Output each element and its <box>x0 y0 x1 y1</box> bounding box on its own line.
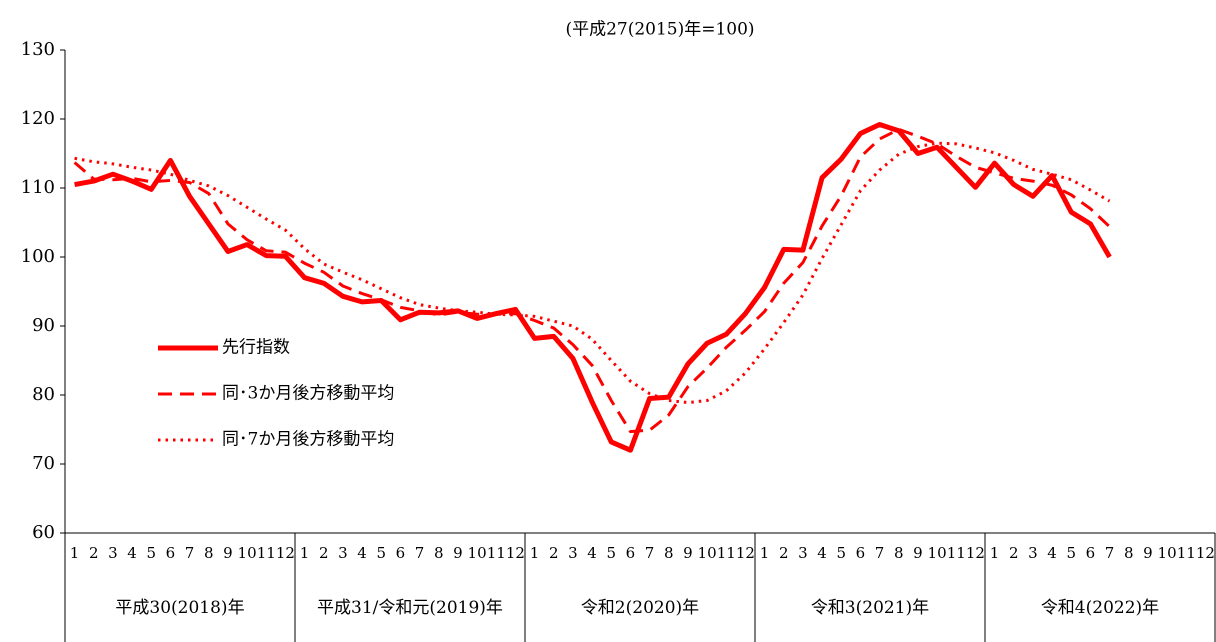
x-tick-label: 9 <box>453 544 463 562</box>
x-tick-label: 7 <box>645 544 655 562</box>
x-tick-label: 10 <box>928 544 947 562</box>
x-tick-label: 6 <box>856 544 866 562</box>
x-tick-label: 6 <box>396 544 406 562</box>
x-tick-label: 12 <box>736 544 755 562</box>
x-tick-label: 3 <box>1028 544 1038 562</box>
x-tick-label: 9 <box>1143 544 1153 562</box>
x-tick-label: 8 <box>664 544 674 562</box>
x-tick-label: 12 <box>276 544 295 562</box>
legend-label: 先行指数 <box>222 338 290 358</box>
group-label-box: 令和3(2021)年 <box>810 597 930 618</box>
group-label: 令和2(2020)年 <box>580 597 700 618</box>
legend-label: 同･7か月後方移動平均 <box>222 430 394 450</box>
x-tick-label: 10 <box>238 544 257 562</box>
x-tick-label: 1 <box>70 544 80 562</box>
x-tick-label: 6 <box>166 544 176 562</box>
x-tick-label: 11 <box>487 544 506 562</box>
x-tick-label: 5 <box>376 544 386 562</box>
group-label: 令和4(2022)年 <box>1040 597 1160 618</box>
x-tick-label: 4 <box>587 544 597 562</box>
group-label-box: 平成31/令和元(2019)年 <box>317 597 503 618</box>
y-tick-label: 110 <box>21 177 55 198</box>
x-tick-label: 1 <box>760 544 770 562</box>
x-tick-label: 11 <box>947 544 966 562</box>
x-tick-label: 8 <box>204 544 214 562</box>
x-tick-label: 9 <box>223 544 233 562</box>
group-label-box: 令和2(2020)年 <box>580 597 700 618</box>
x-tick-label: 6 <box>626 544 636 562</box>
x-tick-label: 4 <box>127 544 137 562</box>
x-tick-label: 8 <box>894 544 904 562</box>
x-tick-label: 12 <box>966 544 985 562</box>
x-tick-label: 10 <box>468 544 487 562</box>
x-tick-label: 5 <box>606 544 616 562</box>
x-tick-label: 4 <box>817 544 827 562</box>
x-tick-label: 1 <box>300 544 310 562</box>
x-tick-label: 5 <box>836 544 846 562</box>
x-tick-label: 3 <box>338 544 348 562</box>
x-tick-label: 8 <box>1124 544 1134 562</box>
x-tick-label: 6 <box>1086 544 1096 562</box>
x-tick-label: 4 <box>357 544 367 562</box>
x-tick-label: 11 <box>717 544 736 562</box>
group-label-box: 令和4(2022)年 <box>1040 597 1160 618</box>
x-tick-label: 2 <box>319 544 329 562</box>
x-tick-label: 9 <box>913 544 923 562</box>
x-tick-label: 7 <box>415 544 425 562</box>
x-tick-label: 11 <box>257 544 276 562</box>
series-line <box>74 141 1111 405</box>
series-line <box>74 122 1112 453</box>
x-tick-label: 2 <box>779 544 789 562</box>
x-tick-label: 3 <box>568 544 578 562</box>
y-tick-label: 120 <box>21 108 55 129</box>
y-tick-label: 70 <box>32 453 55 474</box>
series-line <box>73 127 1111 434</box>
x-tick-label: 2 <box>89 544 99 562</box>
x-tick-label: 7 <box>1105 544 1115 562</box>
x-tick-label: 7 <box>875 544 885 562</box>
chart-subtitle: (平成27(2015)年=100) <box>565 20 754 40</box>
x-tick-label: 2 <box>1009 544 1019 562</box>
group-label-box: 平成30(2018)年 <box>115 597 245 618</box>
y-tick-label: 130 <box>21 39 55 60</box>
group-label: 平成31/令和元(2019)年 <box>317 597 503 618</box>
x-tick-label: 8 <box>434 544 444 562</box>
x-tick-label: 12 <box>1196 544 1215 562</box>
x-tick-label: 5 <box>146 544 156 562</box>
group-label: 平成30(2018)年 <box>115 597 245 618</box>
x-tick-label: 4 <box>1047 544 1057 562</box>
y-tick-label: 100 <box>21 246 55 267</box>
y-tick-label: 60 <box>32 522 55 543</box>
group-label: 令和3(2021)年 <box>810 597 930 618</box>
x-tick-label: 1 <box>990 544 1000 562</box>
x-tick-label: 9 <box>683 544 693 562</box>
x-tick-label: 12 <box>506 544 525 562</box>
x-tick-label: 7 <box>185 544 195 562</box>
x-tick-label: 11 <box>1177 544 1196 562</box>
y-tick-label: 80 <box>32 384 55 405</box>
x-tick-label: 2 <box>549 544 559 562</box>
x-tick-label: 10 <box>698 544 717 562</box>
x-tick-label: 10 <box>1158 544 1177 562</box>
x-tick-label: 1 <box>530 544 540 562</box>
x-tick-label: 5 <box>1066 544 1076 562</box>
x-tick-label: 3 <box>798 544 808 562</box>
x-tick-label: 3 <box>108 544 118 562</box>
y-tick-label: 90 <box>32 315 55 336</box>
legend-label: 同･3か月後方移動平均 <box>222 384 394 404</box>
